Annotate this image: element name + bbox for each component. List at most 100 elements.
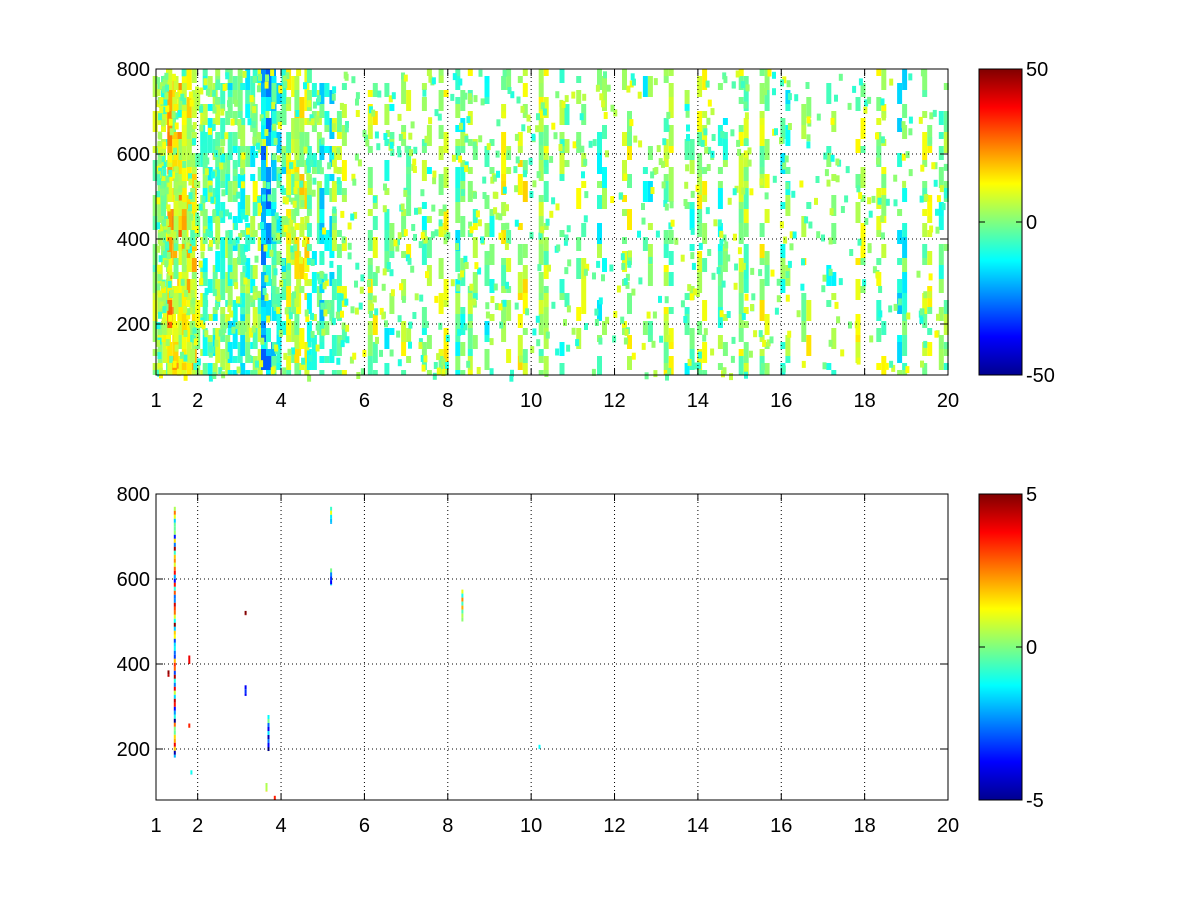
heatmap-cell <box>410 121 415 129</box>
heatmap-cell <box>426 125 432 146</box>
heatmap-cell <box>173 706 176 711</box>
heatmap-cell <box>622 132 627 146</box>
heatmap-cell <box>782 76 787 84</box>
heatmap-cell <box>489 209 495 216</box>
heatmap-cell <box>331 279 337 300</box>
heatmap-cell <box>413 146 418 154</box>
heatmap-cell <box>498 213 503 221</box>
heatmap-cell <box>821 285 826 293</box>
heatmap-cell <box>421 356 427 370</box>
heatmap-cell <box>406 146 412 167</box>
heatmap-cell <box>697 223 703 237</box>
heatmap-cell <box>340 340 345 348</box>
heatmap-cell <box>927 146 933 153</box>
heatmap-cell <box>794 94 799 102</box>
heatmap-cell <box>938 307 944 321</box>
heatmap-cell <box>204 287 209 295</box>
heatmap-cell <box>686 124 690 132</box>
heatmap-cell <box>244 610 247 615</box>
heatmap-cell <box>876 118 882 125</box>
heatmap-cell <box>602 76 607 90</box>
heatmap-cell <box>351 173 356 181</box>
heatmap-cell <box>878 286 883 293</box>
heatmap-cell <box>501 265 507 286</box>
heatmap-cell <box>595 84 600 92</box>
heatmap-cell <box>543 153 549 160</box>
heatmap-cell <box>294 181 300 188</box>
heatmap-cell <box>597 69 602 90</box>
heatmap-cell <box>384 139 390 146</box>
heatmap-cell <box>184 290 189 297</box>
heatmap-cell <box>452 73 457 81</box>
heatmap-cell <box>856 357 861 365</box>
heatmap-cell <box>927 251 933 265</box>
heatmap-cell <box>194 333 199 341</box>
heatmap-cell <box>330 152 335 160</box>
heatmap-cell <box>881 174 887 188</box>
heatmap-cell <box>215 104 221 125</box>
heatmap-cell <box>271 216 277 237</box>
heatmap-cell <box>785 335 791 356</box>
heatmap-cell <box>736 139 741 147</box>
heatmap-cell <box>717 251 723 265</box>
heatmap-cell <box>286 218 290 226</box>
heatmap-cell <box>261 356 266 370</box>
heatmap-cell <box>529 231 534 239</box>
heatmap-cell <box>743 153 749 167</box>
heatmap-cell <box>543 69 549 76</box>
heatmap-cell <box>422 89 427 97</box>
heatmap-cell <box>294 335 300 349</box>
heatmap-cell <box>538 97 544 104</box>
heatmap-cell <box>743 223 749 237</box>
heatmap-cell <box>559 174 565 181</box>
heatmap-cell <box>944 191 948 199</box>
heatmap-cell <box>293 244 298 252</box>
heatmap-cell <box>642 76 648 97</box>
heatmap-cell <box>609 264 614 272</box>
heatmap-cell <box>173 714 176 719</box>
heatmap-cell <box>291 76 297 97</box>
heatmap-cell <box>202 132 208 153</box>
heatmap-cell <box>173 518 176 523</box>
heatmap-cell <box>384 237 390 251</box>
heatmap-cell <box>663 153 669 167</box>
heatmap-cell <box>749 188 754 196</box>
heatmap-cell <box>319 230 325 244</box>
heatmap-cell <box>489 368 494 376</box>
heatmap-cell <box>173 746 176 751</box>
heatmap-cell <box>606 84 611 92</box>
heatmap-cell <box>654 167 659 174</box>
heatmap-cell <box>260 222 264 229</box>
heatmap-cell <box>633 135 638 143</box>
heatmap-cell <box>501 76 507 90</box>
heatmap-cell <box>257 195 263 216</box>
heatmap-cell <box>257 349 263 363</box>
heatmap-cell <box>306 244 312 251</box>
heatmap-cell <box>642 237 648 251</box>
heatmap-cell <box>181 181 187 188</box>
heatmap-cell <box>455 335 461 342</box>
heatmap-cell <box>796 310 801 318</box>
heatmap-cell <box>156 322 161 330</box>
heatmap-cell <box>173 216 179 230</box>
heatmap-cell <box>199 320 204 328</box>
heatmap-cell <box>530 346 535 354</box>
heatmap-cell <box>307 100 312 108</box>
heatmap-cell <box>221 189 226 197</box>
heatmap-cell <box>522 104 528 118</box>
heatmap-cell <box>181 202 187 209</box>
heatmap-cell <box>523 170 527 178</box>
heatmap-cell <box>513 166 518 174</box>
heatmap-cell <box>897 298 902 306</box>
heatmap-cell <box>764 174 770 188</box>
heatmap-cell <box>345 121 349 128</box>
heatmap-cell <box>510 369 514 377</box>
heatmap-cell <box>737 148 742 156</box>
heatmap-cell <box>341 370 347 375</box>
heatmap-cell <box>240 212 245 220</box>
heatmap-cell <box>261 118 266 139</box>
heatmap-cell <box>824 169 829 177</box>
heatmap-cell <box>344 298 349 306</box>
heatmap-cell <box>801 360 806 368</box>
heatmap-cell <box>522 265 528 279</box>
